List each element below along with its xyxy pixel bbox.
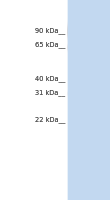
Bar xyxy=(68,0,110,200)
Text: 90 kDa__: 90 kDa__ xyxy=(35,28,65,34)
Text: 40 kDa__: 40 kDa__ xyxy=(35,76,65,82)
Text: 31 kDa__: 31 kDa__ xyxy=(35,90,65,96)
Text: 22 kDa__: 22 kDa__ xyxy=(35,117,65,123)
Text: 40 kDa__: 40 kDa__ xyxy=(35,76,65,82)
Text: 65 kDa__: 65 kDa__ xyxy=(35,42,65,48)
Text: 65 kDa__: 65 kDa__ xyxy=(35,42,65,48)
Text: 90 kDa__: 90 kDa__ xyxy=(35,28,65,34)
Text: 22 kDa__: 22 kDa__ xyxy=(35,117,65,123)
Text: 31 kDa__: 31 kDa__ xyxy=(35,90,65,96)
